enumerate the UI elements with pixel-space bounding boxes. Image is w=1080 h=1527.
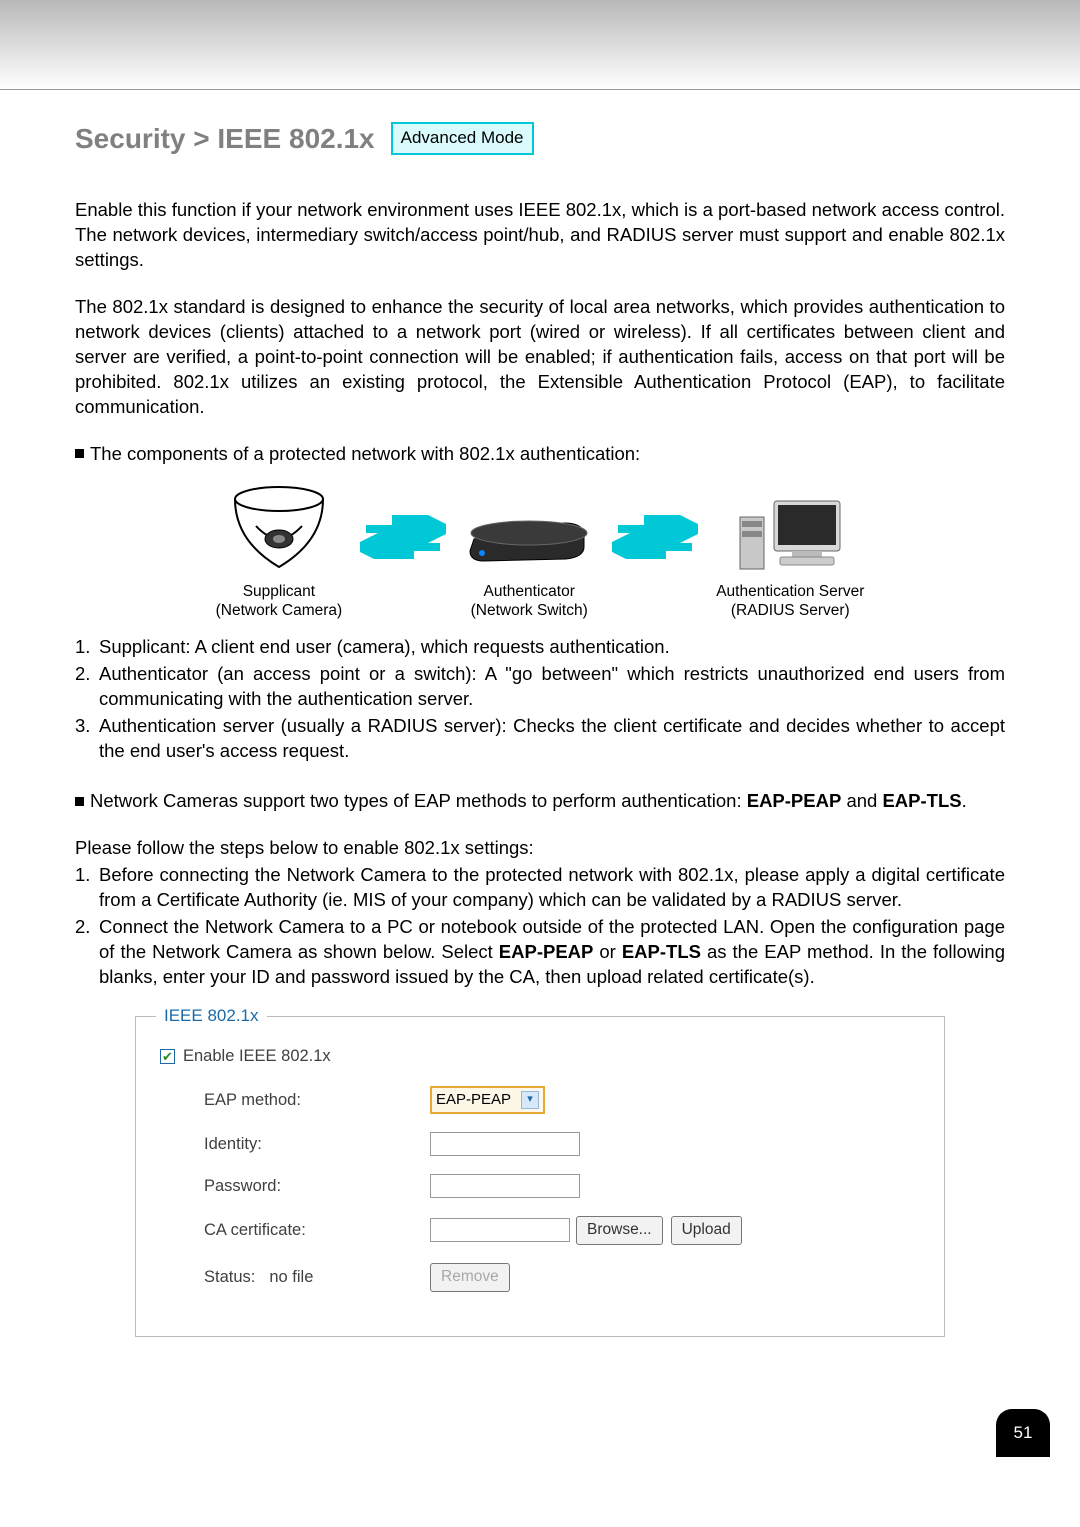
steps-list: 1.Before connecting the Network Camera t… [75,863,1005,990]
list-text: Supplicant: A client end user (camera), … [99,635,1005,660]
eap-method-value: EAP-PEAP [436,1090,511,1110]
password-input[interactable] [430,1174,580,1198]
bullet-icon [75,797,84,806]
list-item: 2.Authenticator (an access point or a sw… [75,662,1005,712]
identity-label: Identity: [160,1133,430,1155]
diagram-arrows-2 [612,481,698,559]
upload-button[interactable]: Upload [671,1216,742,1245]
page-footer: 51 [0,1397,1080,1457]
diagram-supplicant: Supplicant (Network Camera) [216,481,343,621]
page-content: Security > IEEE 802.1x Advanced Mode Ena… [0,90,1080,1397]
remove-button[interactable]: Remove [430,1263,510,1292]
eap-mid: and [841,790,882,811]
status-label: Status: [204,1266,255,1288]
password-row: Password: [160,1174,920,1198]
identity-row: Identity: [160,1132,920,1156]
intro-paragraph-2: The 802.1x standard is designed to enhan… [75,295,1005,420]
fieldset-legend: IEEE 802.1x [156,1005,267,1028]
list-text: Authentication server (usually a RADIUS … [99,714,1005,764]
list-number: 2. [75,662,99,712]
diagram-server: Authentication Server (RADIUS Server) [716,481,864,621]
password-label: Password: [160,1175,430,1197]
identity-input[interactable] [430,1132,580,1156]
ca-cert-label: CA certificate: [160,1219,430,1241]
components-list: 1.Supplicant: A client end user (camera)… [75,635,1005,764]
heading-row: Security > IEEE 802.1x Advanced Mode [75,120,1005,158]
bidir-arrow-icon [612,515,698,559]
switch-icon [464,481,594,577]
intro-paragraph-1: Enable this function if your network env… [75,198,1005,273]
list-number: 2. [75,915,99,990]
authenticator-title: Authenticator [464,582,594,601]
list-number: 1. [75,863,99,913]
page-number-tab: 51 [996,1409,1050,1457]
eap-method-label: EAP method: [160,1089,430,1111]
eap-tls-bold: EAP-TLS [882,790,961,811]
authenticator-sub: (Network Switch) [464,601,594,620]
steps-intro: Please follow the steps below to enable … [75,836,1005,861]
list-item: 2.Connect the Network Camera to a PC or … [75,915,1005,990]
browse-button[interactable]: Browse... [576,1216,663,1245]
list-item: 3.Authentication server (usually a RADIU… [75,714,1005,764]
components-intro: The components of a protected network wi… [75,442,1005,467]
server-icon [730,481,850,577]
list-item: 1.Before connecting the Network Camera t… [75,863,1005,913]
enable-label: Enable IEEE 802.1x [183,1045,331,1067]
eap-method-select[interactable]: EAP-PEAP ▾ [430,1086,545,1114]
list-item: 1.Supplicant: A client end user (camera)… [75,635,1005,660]
supplicant-title: Supplicant [216,582,343,601]
eap-post: . [962,790,967,811]
auth-diagram: Supplicant (Network Camera) Authenticato… [75,481,1005,621]
header-gradient [0,0,1080,90]
status-value: no file [269,1266,313,1288]
eap-pre: Network Cameras support two types of EAP… [90,790,747,811]
ca-cert-file-input[interactable] [430,1218,570,1242]
server-title: Authentication Server [716,582,864,601]
list-number: 1. [75,635,99,660]
server-sub: (RADIUS Server) [716,601,864,620]
components-intro-text: The components of a protected network wi… [90,443,640,464]
bullet-icon [75,449,84,458]
ieee-8021x-fieldset: IEEE 802.1x ✔ Enable IEEE 802.1x EAP met… [135,1016,945,1336]
breadcrumb: Security > IEEE 802.1x [75,120,375,158]
enable-row: ✔ Enable IEEE 802.1x [160,1045,920,1067]
list-text: Connect the Network Camera to a PC or no… [99,915,1005,990]
check-icon: ✔ [162,1050,173,1063]
list-number: 3. [75,714,99,764]
list-text: Authenticator (an access point or a swit… [99,662,1005,712]
mode-badge: Advanced Mode [391,122,534,155]
enable-checkbox[interactable]: ✔ [160,1049,175,1064]
eap-method-row: EAP method: EAP-PEAP ▾ [160,1086,920,1114]
diagram-arrows-1 [360,481,446,559]
eap-support-line: Network Cameras support two types of EAP… [75,789,1005,814]
supplicant-sub: (Network Camera) [216,601,343,620]
eap-peap-bold: EAP-PEAP [747,790,842,811]
bidir-arrow-icon [360,515,446,559]
camera-icon [224,481,334,577]
status-row: Status: no file Remove [160,1263,920,1292]
chevron-down-icon: ▾ [521,1091,539,1109]
diagram-authenticator: Authenticator (Network Switch) [464,481,594,621]
list-text: Before connecting the Network Camera to … [99,863,1005,913]
ca-cert-row: CA certificate: Browse... Upload [160,1216,920,1245]
